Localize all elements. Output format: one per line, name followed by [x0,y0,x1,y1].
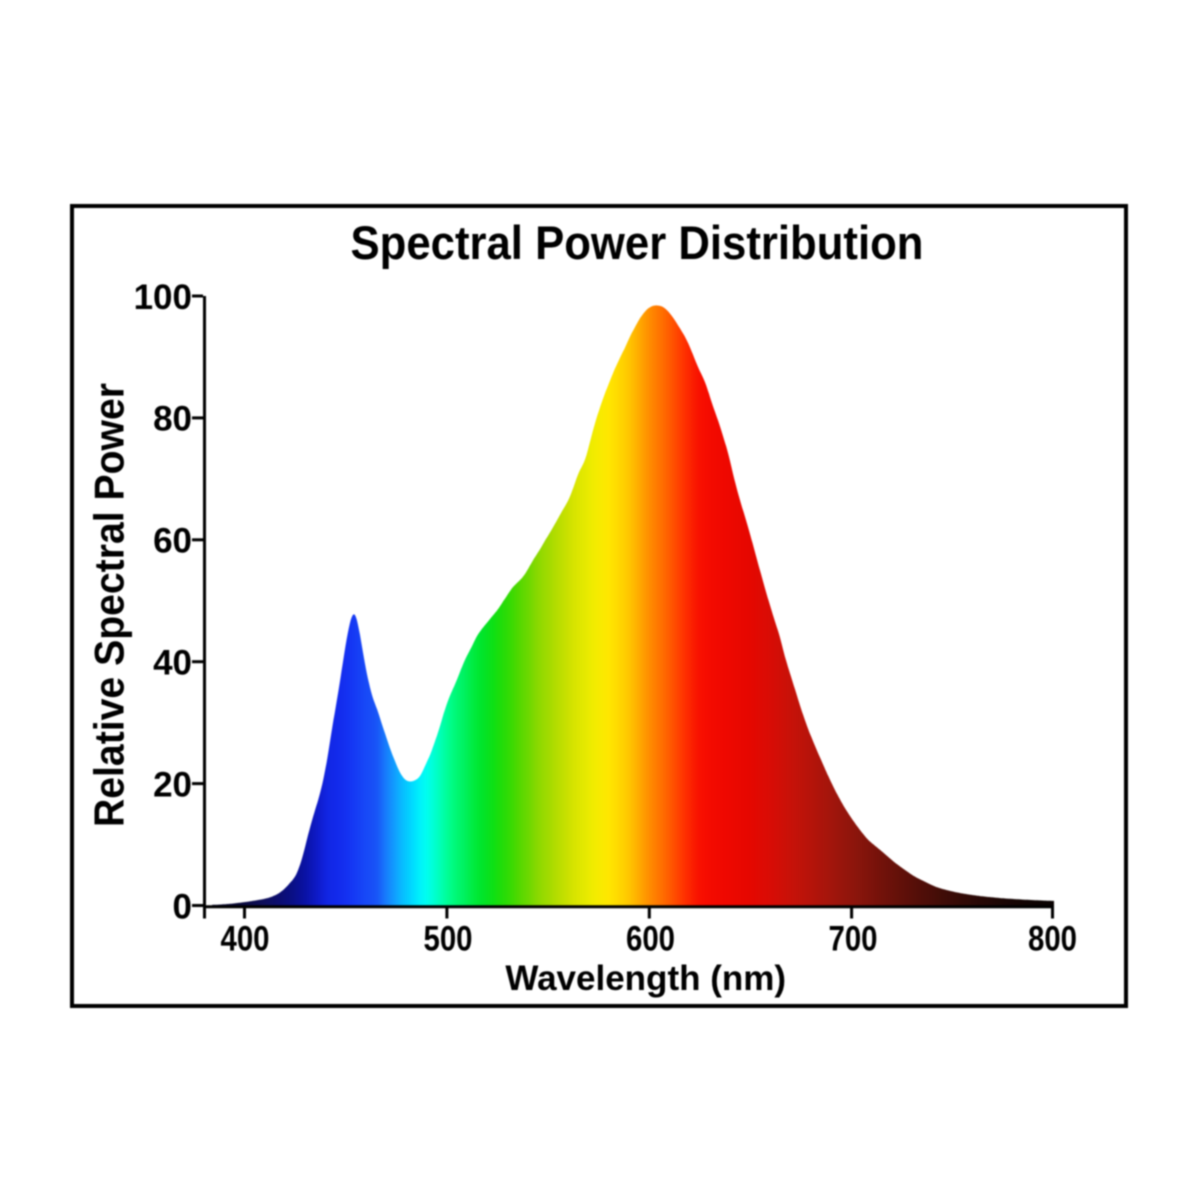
svg-text:20: 20 [153,765,192,804]
svg-text:Wavelength (nm): Wavelength (nm) [505,959,786,998]
svg-text:500: 500 [424,920,473,959]
svg-text:400: 400 [221,920,270,959]
svg-text:60: 60 [153,522,192,561]
svg-text:Spectral Power Distribution: Spectral Power Distribution [351,216,924,269]
svg-text:40: 40 [153,644,192,683]
svg-text:600: 600 [626,920,675,959]
svg-text:0: 0 [173,887,192,926]
svg-text:80: 80 [153,400,192,439]
svg-text:700: 700 [829,920,878,959]
svg-text:800: 800 [1028,920,1077,959]
svg-text:Relative Spectral Power: Relative Spectral Power [86,383,133,827]
svg-text:100: 100 [134,278,192,317]
